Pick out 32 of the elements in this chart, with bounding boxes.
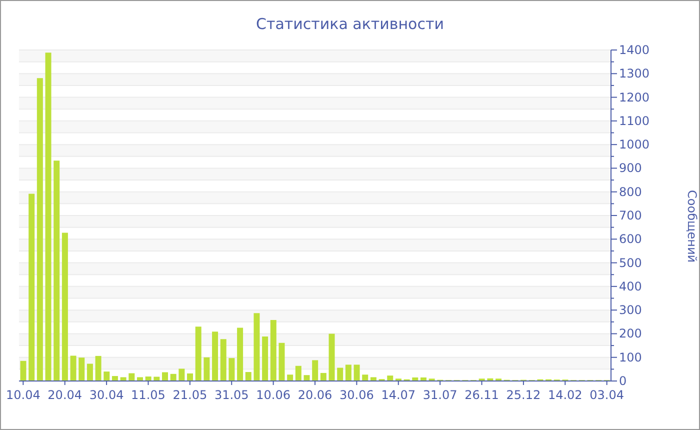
x-tick-label: 14.02	[548, 388, 582, 402]
x-tick-label: 10.06	[256, 388, 290, 402]
y-tick-label: 700	[619, 208, 642, 222]
y-tick-label: 200	[619, 326, 642, 341]
x-tick-label: 20.04	[48, 388, 82, 402]
x-tick-label: 30.04	[89, 388, 124, 402]
y-tick-label: 600	[619, 232, 642, 246]
chart-title: Статистика активности	[255, 15, 445, 33]
y-tick-label: 1100	[619, 114, 650, 128]
x-tick-label: 20.06	[298, 388, 332, 402]
x-tick-label: 31.05	[214, 388, 249, 402]
y-tick-label: 1400	[619, 43, 650, 57]
y-axis-title: Сообщений	[685, 188, 699, 264]
x-tick-label: 26.11	[464, 388, 499, 402]
x-tick-label: 10.04	[6, 388, 40, 402]
x-tick-label: 11.05	[131, 388, 166, 402]
x-tick-label: 03.04	[590, 388, 624, 402]
y-tick-label: 1300	[619, 66, 650, 81]
x-tick-label: 25.12	[506, 388, 541, 402]
y-tick-label: 1000	[619, 138, 650, 152]
x-tick-label: 14.07	[381, 388, 416, 402]
y-tick-label: 400	[619, 279, 642, 294]
y-tick-label: 300	[619, 303, 642, 318]
y-tick-label: 100	[619, 350, 642, 364]
y-tick-label: 900	[619, 161, 642, 176]
y-tick-label: 500	[619, 256, 642, 270]
x-tick-label: 30.06	[340, 388, 374, 402]
x-tick-label: 31.07	[422, 388, 458, 402]
y-tick-label: 1200	[619, 90, 650, 104]
y-tick-label: 0	[619, 374, 627, 388]
y-tick-label: 800	[619, 184, 642, 199]
x-tick-label: 21.05	[172, 388, 208, 402]
